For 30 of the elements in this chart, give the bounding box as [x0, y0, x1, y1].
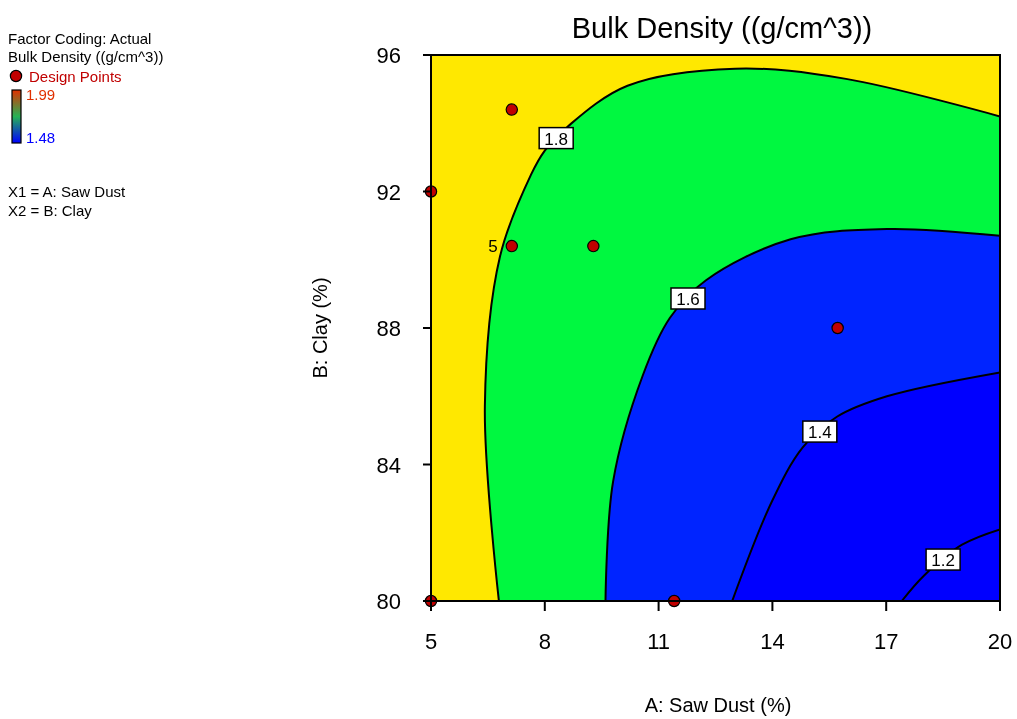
text: Factor Coding: Actual: [8, 30, 152, 47]
x-tick-label: 20: [987, 629, 1013, 654]
x-tick-label: 8: [538, 629, 551, 654]
x-tick-label: 14: [760, 629, 785, 654]
y-axis-title: B: Clay (%): [309, 277, 331, 379]
x-tick-label: 17: [873, 629, 899, 654]
series-label: 1.8: [544, 129, 568, 149]
chart-title: Bulk Density ((g/cm^3)): [571, 12, 873, 44]
point: [505, 103, 519, 116]
y-tick-label: 92: [376, 179, 401, 205]
y-tick-label: 84: [376, 452, 401, 478]
series-label: 1.2: [931, 551, 955, 571]
point: [831, 321, 844, 335]
x-axis-title: A: Saw Dust (%): [644, 694, 792, 716]
text: X2 = B: Clay: [8, 202, 93, 219]
color-bar-label: 1.99: [26, 86, 56, 103]
annotation: 5: [488, 237, 498, 257]
legend-label: Design Points: [29, 68, 122, 85]
x-tick-label: 11: [647, 629, 671, 654]
text: X1 = A: Saw Dust: [8, 183, 126, 200]
color-bar-label: 1.48: [26, 129, 56, 146]
point: [505, 239, 519, 253]
y-tick-label: 80: [376, 589, 401, 614]
x-tick-label: 5: [424, 629, 438, 654]
y-tick-label: 96: [376, 43, 401, 68]
point: [587, 239, 600, 253]
series-label: 1.6: [676, 289, 700, 309]
text: Bulk Density ((g/cm^3)): [8, 48, 164, 65]
y-tick-label: 88: [376, 316, 401, 341]
series-label: 1.4: [808, 423, 832, 443]
